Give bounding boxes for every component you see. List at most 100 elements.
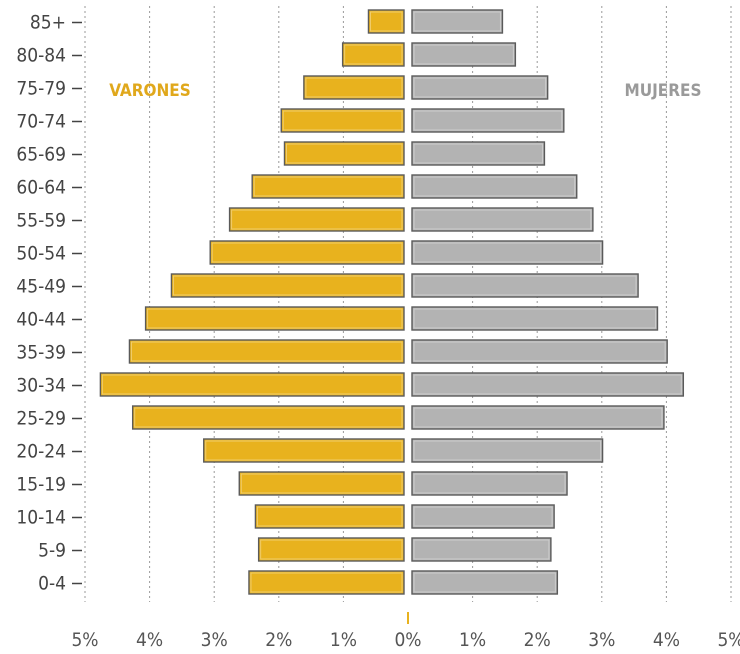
bar-female-highlight (413, 275, 637, 296)
age-group-label: 70-74 (16, 111, 66, 133)
bars (99, 9, 685, 595)
bar-male-15-19 (238, 471, 405, 496)
age-group-label: 45-49 (16, 276, 66, 298)
x-tick-label: 2% (524, 629, 551, 651)
x-tick-label: 4% (136, 629, 163, 651)
bar-male-highlight (282, 110, 403, 131)
bar-female-highlight (413, 407, 663, 428)
bar-male-45-49 (170, 273, 405, 298)
bar-female-highlight (413, 11, 501, 32)
bar-male-highlight (147, 308, 403, 329)
bar-female-85+ (411, 9, 504, 34)
x-tick-label: 4% (653, 629, 680, 651)
age-group-label: 80-84 (16, 45, 66, 67)
bar-female-highlight (413, 77, 547, 98)
x-tick-label: 5% (71, 629, 98, 651)
bar-male-30-34 (99, 372, 405, 397)
age-group-label: 55-59 (16, 210, 66, 232)
bar-female-highlight (413, 143, 543, 164)
age-group-label: 0-4 (38, 573, 66, 595)
age-group-label: 60-64 (16, 177, 66, 199)
bar-female-highlight (413, 308, 656, 329)
age-group-label: 15-19 (16, 474, 66, 496)
bar-female-15-19 (411, 471, 568, 496)
age-group-label: 5-9 (38, 540, 66, 562)
age-group-label: 50-54 (16, 243, 66, 265)
bar-female-highlight (413, 242, 602, 263)
bar-male-highlight (344, 44, 403, 65)
bar-male-50-54 (209, 240, 405, 265)
bar-female-65-69 (411, 141, 546, 166)
bar-female-50-54 (411, 240, 604, 265)
bar-male-highlight (172, 275, 403, 296)
bar-female-highlight (413, 539, 550, 560)
bar-male-highlight (231, 209, 403, 230)
x-tick-label: 0% (394, 629, 421, 651)
bar-female-highlight (413, 506, 553, 527)
bar-male-highlight (250, 572, 403, 593)
bar-male-highlight (205, 440, 403, 461)
bar-female-75-79 (411, 75, 549, 100)
bar-male-0-4 (248, 570, 405, 595)
bar-male-5-9 (257, 537, 405, 562)
bar-male-55-59 (228, 207, 405, 232)
age-group-label: 20-24 (16, 441, 66, 463)
bar-female-60-64 (411, 174, 578, 199)
bar-male-10-14 (254, 504, 405, 529)
bar-female-20-24 (411, 438, 604, 463)
x-tick-label: 5% (717, 629, 740, 651)
x-axis-tick-labels: 5% 4% 3% 2% 1% 0% 1% 2% 3% 4% 5% (71, 612, 740, 651)
age-group-label: 25-29 (16, 408, 66, 430)
bar-male-80-84 (341, 42, 405, 67)
age-group-label: 10-14 (16, 507, 66, 529)
bar-female-0-4 (411, 570, 559, 595)
bar-male-75-79 (303, 75, 405, 100)
bar-male-highlight (260, 539, 403, 560)
grid-lines (84, 6, 732, 602)
bar-male-highlight (211, 242, 403, 263)
bar-female-highlight (413, 209, 592, 230)
bar-female-highlight (413, 341, 666, 362)
bar-male-highlight (305, 77, 403, 98)
bar-female-highlight (413, 176, 576, 197)
legend-female-label: MUJERES (624, 81, 701, 101)
age-group-label: 40-44 (16, 309, 66, 331)
age-group-label: 65-69 (16, 144, 66, 166)
bar-male-highlight (240, 473, 403, 494)
bar-male-65-69 (283, 141, 405, 166)
bar-male-20-24 (203, 438, 405, 463)
bar-male-35-39 (128, 339, 405, 364)
bar-male-40-44 (144, 306, 405, 331)
bar-female-45-49 (411, 273, 639, 298)
bar-female-highlight (413, 110, 563, 131)
x-tick-label: 1% (459, 629, 486, 651)
bar-male-highlight (130, 341, 403, 362)
age-group-label: 85+ (30, 12, 66, 34)
bar-male-70-74 (280, 108, 405, 133)
age-group-label: 75-79 (16, 78, 66, 100)
bar-male-highlight (256, 506, 403, 527)
age-group-label: 30-34 (16, 375, 66, 397)
bar-female-highlight (413, 44, 514, 65)
x-tick-label: 1% (330, 629, 357, 651)
bar-female-30-34 (411, 372, 685, 397)
x-tick-label: 3% (201, 629, 228, 651)
bar-male-60-64 (251, 174, 405, 199)
bar-male-25-29 (131, 405, 405, 430)
x-tick-label: 2% (265, 629, 292, 651)
bar-female-35-39 (411, 339, 668, 364)
bar-female-highlight (413, 374, 682, 395)
age-group-label: 35-39 (16, 342, 66, 364)
bar-female-70-74 (411, 108, 565, 133)
bar-male-85+ (367, 9, 405, 34)
bar-female-highlight (413, 440, 602, 461)
bar-male-highlight (134, 407, 403, 428)
bar-male-highlight (253, 176, 403, 197)
legend-male-label: VARONES (109, 81, 191, 101)
bar-female-10-14 (411, 504, 555, 529)
bar-female-5-9 (411, 537, 552, 562)
bar-male-highlight (101, 374, 403, 395)
bar-female-25-29 (411, 405, 665, 430)
bar-female-55-59 (411, 207, 594, 232)
